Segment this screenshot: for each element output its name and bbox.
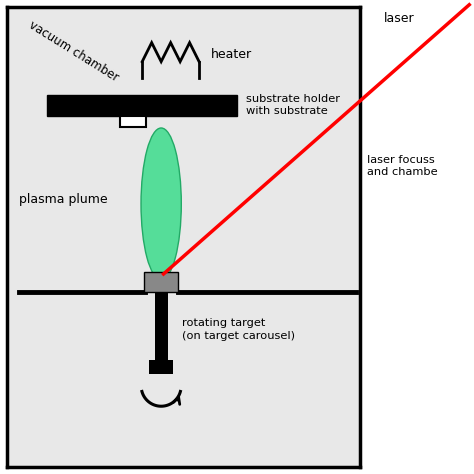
Bar bbox=[144, 272, 178, 292]
Bar bbox=[155, 292, 168, 360]
Text: laser focuss
and chambe: laser focuss and chambe bbox=[367, 155, 438, 177]
Bar bbox=[149, 360, 173, 374]
Text: rotating target
(on target carousel): rotating target (on target carousel) bbox=[182, 318, 295, 341]
Text: substrate holder
with substrate: substrate holder with substrate bbox=[246, 94, 340, 117]
Bar bbox=[7, 7, 360, 467]
Bar bbox=[47, 95, 237, 116]
Ellipse shape bbox=[141, 128, 182, 280]
Bar bbox=[119, 116, 146, 127]
Text: vacuum chamber: vacuum chamber bbox=[26, 19, 120, 85]
Text: laser: laser bbox=[384, 12, 415, 25]
Text: heater: heater bbox=[211, 48, 252, 61]
Text: plasma plume: plasma plume bbox=[19, 192, 108, 206]
